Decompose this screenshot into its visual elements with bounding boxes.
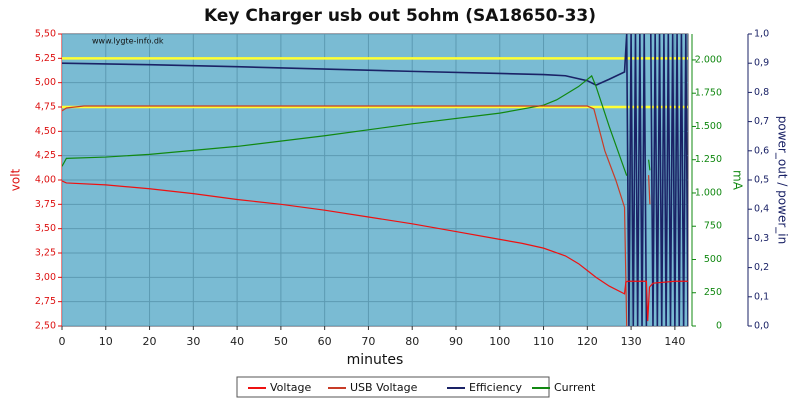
legend-label: Efficiency bbox=[469, 381, 522, 394]
y3-tick-label: 0,4 bbox=[754, 204, 769, 215]
y-tick-label: 3,75 bbox=[35, 199, 56, 210]
legend-label: Current bbox=[554, 381, 596, 394]
legend-label: Voltage bbox=[270, 381, 311, 394]
y2-tick-label: 750 bbox=[704, 221, 722, 232]
series-line bbox=[62, 34, 688, 326]
x-tick-label: 110 bbox=[533, 335, 554, 348]
x-tick-label: 40 bbox=[230, 335, 244, 348]
y-tick-label: 4,00 bbox=[35, 175, 56, 186]
y-tick-label: 4,25 bbox=[35, 150, 56, 161]
y-tick-label: 2,75 bbox=[35, 296, 56, 307]
x-tick-label: 70 bbox=[361, 335, 375, 348]
y-tick-label: 4,75 bbox=[35, 102, 56, 113]
y2-tick-label: 1.500 bbox=[695, 121, 722, 132]
y-tick-label: 5,50 bbox=[35, 29, 56, 40]
y2-tick-label: 0 bbox=[716, 321, 722, 332]
y2-tick-label: 1.000 bbox=[695, 187, 722, 198]
x-tick-label: 20 bbox=[143, 335, 157, 348]
x-tick-label: 10 bbox=[99, 335, 113, 348]
legend-label: USB Voltage bbox=[350, 381, 418, 394]
y3-tick-label: 0,0 bbox=[754, 321, 769, 332]
y-tick-label: 3,50 bbox=[35, 223, 56, 234]
x-tick-label: 30 bbox=[186, 335, 200, 348]
x-axis-label: minutes bbox=[347, 352, 404, 368]
y3-tick-label: 1,0 bbox=[754, 29, 769, 40]
y-tick-label: 2,50 bbox=[35, 321, 56, 332]
y-tick-label: 5,00 bbox=[35, 77, 56, 88]
y-tick-label: 3,25 bbox=[35, 248, 56, 259]
x-tick-label: 80 bbox=[405, 335, 419, 348]
y3-tick-label: 0,9 bbox=[754, 58, 769, 69]
y3-tick-label: 0,8 bbox=[754, 87, 769, 98]
watermark: www.lygte-info.dk bbox=[92, 37, 164, 46]
y3-tick-label: 0,7 bbox=[754, 116, 769, 127]
x-tick-label: 90 bbox=[449, 335, 463, 348]
chart-title: Key Charger usb out 5ohm (SA18650-33) bbox=[204, 6, 596, 26]
y3-tick-label: 0,3 bbox=[754, 233, 769, 244]
y3-tick-label: 0,6 bbox=[754, 145, 769, 156]
series-line bbox=[62, 105, 651, 326]
y2-tick-label: 2.000 bbox=[695, 54, 722, 65]
x-tick-label: 0 bbox=[59, 335, 66, 348]
y3-axis-label: power_out / power_in bbox=[776, 116, 790, 244]
series-line bbox=[62, 74, 651, 176]
y3-tick-label: 0,2 bbox=[754, 262, 769, 273]
series-line bbox=[62, 180, 688, 322]
y3-tick-label: 0,1 bbox=[754, 291, 769, 302]
x-tick-label: 50 bbox=[274, 335, 288, 348]
x-tick-label: 100 bbox=[489, 335, 510, 348]
y2-tick-label: 1.250 bbox=[695, 154, 722, 165]
y2-tick-label: 250 bbox=[704, 287, 722, 298]
y2-axis-label: mA bbox=[731, 170, 745, 191]
x-tick-label: 60 bbox=[318, 335, 332, 348]
x-tick-label: 120 bbox=[577, 335, 598, 348]
y-axis-label: volt bbox=[9, 168, 23, 191]
y3-tick-label: 0,5 bbox=[754, 175, 769, 186]
y2-tick-label: 500 bbox=[704, 254, 722, 265]
x-tick-label: 130 bbox=[621, 335, 642, 348]
x-tick-label: 140 bbox=[664, 335, 685, 348]
y2-tick-label: 1.750 bbox=[695, 88, 722, 99]
y-tick-label: 5,25 bbox=[35, 53, 56, 64]
y-tick-label: 3,00 bbox=[35, 272, 56, 283]
y-tick-label: 4,50 bbox=[35, 126, 56, 137]
